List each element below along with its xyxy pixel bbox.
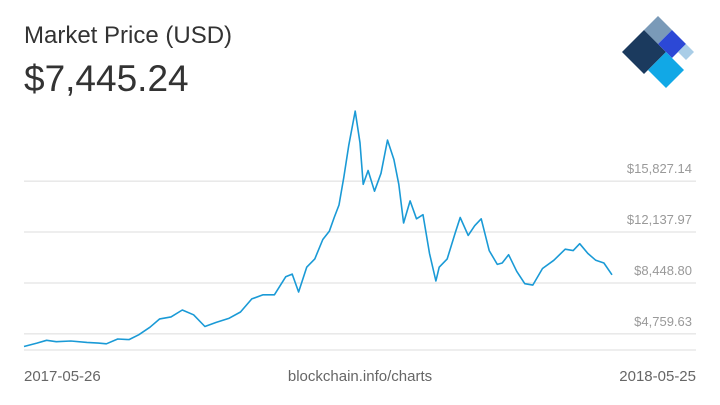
logo-bottom-diamond: [648, 52, 684, 88]
y-tick-label: $12,137.97: [627, 212, 692, 227]
grid-lines: [24, 180, 696, 351]
y-tick-labels: $4,759.63 $8,448.80 $12,137.97 $15,827.14: [627, 161, 692, 329]
y-tick-label: $4,759.63: [634, 314, 692, 329]
price-series-line: [23, 110, 613, 348]
chart-source-link[interactable]: blockchain.info/charts: [287, 368, 433, 385]
y-tick-label: $15,827.14: [627, 161, 692, 176]
logo-far-right-diamond: [678, 44, 694, 60]
x-axis-start-date: 2017-05-26: [24, 368, 101, 385]
blockchain-logo-icon: [622, 16, 694, 88]
y-tick-label: $8,448.80: [634, 263, 692, 278]
current-price: $7,445.24: [24, 58, 189, 99]
chart-title: Market Price (USD): [24, 22, 233, 49]
x-axis-end-date: 2018-05-25: [619, 368, 696, 385]
